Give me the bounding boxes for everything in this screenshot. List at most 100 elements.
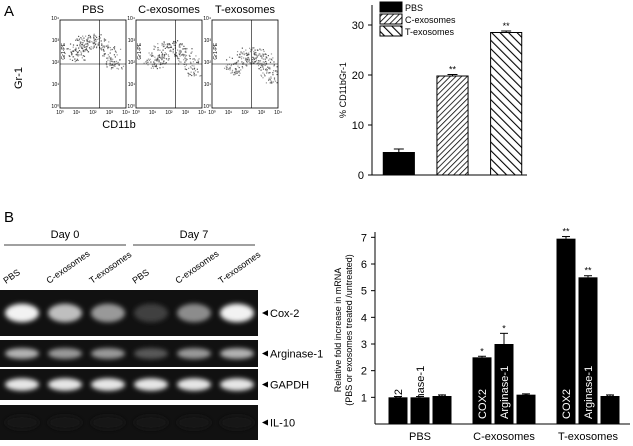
flow-event (272, 57, 274, 59)
flow-event (185, 51, 187, 53)
legend-swatch (379, 13, 403, 25)
y-tick-label: 2 (361, 366, 367, 378)
flow-event (269, 72, 271, 74)
flow-event (113, 47, 115, 49)
flow-event (149, 58, 151, 60)
flow-event (263, 50, 265, 53)
flow-event (242, 61, 245, 64)
bar (388, 397, 408, 424)
flow-event (200, 75, 202, 77)
flow-event (101, 42, 103, 45)
flow-event (89, 40, 91, 42)
flow-event (95, 40, 97, 42)
y-tick-label: 0 (358, 170, 364, 182)
flow-event (238, 56, 241, 58)
series-label: Arginase-1 (583, 366, 595, 419)
flow-event (197, 62, 199, 64)
flow-event (256, 49, 259, 51)
flow-event (85, 43, 87, 45)
series-label: Arginase-1 (415, 366, 427, 419)
flow-event (260, 55, 262, 57)
flow-event (93, 37, 95, 39)
flow-event (179, 44, 181, 46)
flow-event (153, 62, 155, 64)
flow-event (242, 67, 244, 69)
flow-event (69, 58, 71, 60)
gel-band (91, 415, 125, 430)
flow-event (167, 54, 169, 56)
flow-event (185, 58, 187, 60)
flow-event (168, 58, 170, 60)
flow-event (254, 49, 256, 51)
flow-event (264, 75, 266, 77)
flow-event (272, 72, 274, 74)
flow-event (179, 43, 181, 45)
flow-event (107, 47, 109, 49)
flow-y-tick: 10⁰ (127, 104, 135, 110)
flow-event (101, 46, 103, 49)
flow-x-tick: 10⁰ (208, 110, 216, 116)
y-tick-label: 3 (361, 339, 367, 351)
flow-event (72, 50, 75, 53)
flow-event (251, 62, 253, 64)
flow-event (83, 59, 85, 61)
flow-event (243, 57, 245, 59)
flow-event (76, 44, 78, 47)
flow-event (270, 80, 272, 82)
flow-event (81, 47, 83, 49)
flow-event (269, 58, 271, 60)
flow-event (242, 62, 244, 64)
flow-event (178, 60, 180, 62)
flow-event (75, 39, 77, 41)
flow-event (148, 59, 151, 61)
flow-event (259, 60, 262, 62)
gel-band (177, 378, 211, 391)
flow-event (241, 61, 243, 63)
flow-event (162, 66, 164, 68)
flow-event (72, 56, 74, 58)
flow-event (167, 59, 169, 61)
flow-x-tick: 10¹ (149, 110, 157, 116)
gel-strip (0, 340, 258, 367)
flow-event (71, 59, 74, 61)
flow-event (155, 66, 158, 68)
flow-event (164, 47, 166, 49)
flow-event (265, 56, 267, 58)
flow-event (154, 65, 157, 68)
flow-event (165, 62, 167, 64)
flow-event (153, 63, 155, 66)
gel-band (177, 348, 211, 359)
flow-event (82, 44, 84, 47)
flow-event (269, 78, 271, 81)
flow-event (69, 43, 72, 45)
flow-event (262, 61, 264, 63)
flow-event (176, 40, 179, 42)
flow-event (276, 73, 278, 76)
flow-event (99, 37, 102, 39)
flow-event (253, 47, 255, 49)
flow-inner-label: Gr1-PE (213, 42, 219, 59)
y-tick-label: 10 (352, 120, 364, 132)
gel-band (177, 303, 211, 323)
flow-event (113, 65, 115, 67)
flow-event (119, 59, 122, 61)
significance: ** (449, 65, 457, 75)
flow-event (250, 49, 252, 51)
flow-event (154, 46, 156, 48)
flow-event (157, 55, 159, 57)
series-label: COX2 (393, 389, 405, 419)
flow-event (69, 48, 71, 51)
flow-event (174, 54, 176, 56)
flow-event (109, 57, 111, 59)
flow-event (75, 54, 77, 56)
flow-event (77, 59, 79, 62)
flow-event (106, 57, 108, 59)
flow-event (255, 57, 257, 59)
flow-event (94, 38, 97, 40)
flow-event (260, 49, 262, 51)
flow-event (254, 54, 256, 56)
flow-x-label: CD11b (102, 119, 135, 131)
flow-event (258, 54, 260, 56)
flow-event (107, 57, 109, 59)
flow-event (109, 52, 111, 54)
